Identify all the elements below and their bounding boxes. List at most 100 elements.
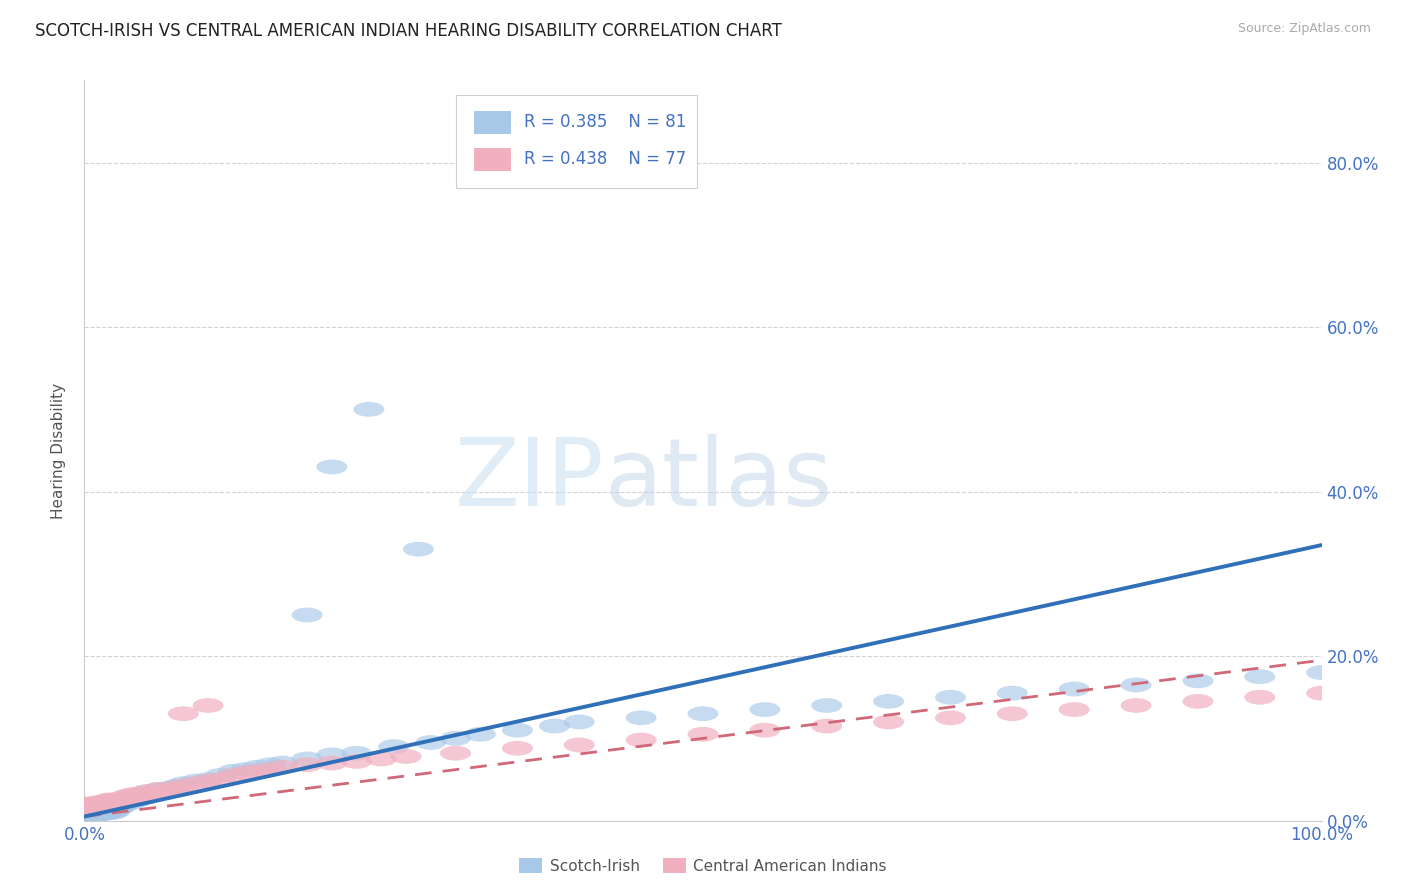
Ellipse shape (353, 402, 384, 417)
Ellipse shape (93, 801, 124, 815)
Ellipse shape (391, 749, 422, 764)
Ellipse shape (97, 797, 128, 812)
Ellipse shape (1182, 673, 1213, 689)
Ellipse shape (84, 805, 115, 820)
Ellipse shape (1306, 686, 1337, 700)
Ellipse shape (538, 719, 569, 733)
Text: Source: ZipAtlas.com: Source: ZipAtlas.com (1237, 22, 1371, 36)
Ellipse shape (291, 607, 322, 623)
Ellipse shape (96, 793, 127, 807)
Ellipse shape (118, 787, 149, 802)
Ellipse shape (80, 806, 111, 822)
Ellipse shape (73, 805, 104, 820)
Ellipse shape (1121, 698, 1152, 713)
Ellipse shape (205, 772, 236, 787)
Ellipse shape (267, 756, 298, 771)
Ellipse shape (115, 795, 146, 810)
Ellipse shape (316, 459, 347, 475)
Ellipse shape (125, 789, 156, 804)
Ellipse shape (94, 797, 125, 812)
Ellipse shape (205, 768, 236, 783)
Ellipse shape (254, 757, 285, 772)
Text: SCOTCH-IRISH VS CENTRAL AMERICAN INDIAN HEARING DISABILITY CORRELATION CHART: SCOTCH-IRISH VS CENTRAL AMERICAN INDIAN … (35, 22, 782, 40)
Ellipse shape (75, 809, 105, 824)
Ellipse shape (73, 797, 104, 812)
Ellipse shape (98, 793, 129, 807)
Ellipse shape (378, 739, 409, 754)
Text: R = 0.438    N = 77: R = 0.438 N = 77 (523, 151, 686, 169)
Ellipse shape (749, 723, 780, 738)
Ellipse shape (935, 710, 966, 725)
Ellipse shape (73, 809, 104, 824)
Ellipse shape (149, 784, 180, 799)
Y-axis label: Hearing Disability: Hearing Disability (51, 383, 66, 518)
Ellipse shape (167, 779, 198, 794)
Ellipse shape (94, 805, 125, 820)
Ellipse shape (108, 790, 139, 805)
Ellipse shape (749, 702, 780, 717)
Ellipse shape (76, 801, 107, 815)
Ellipse shape (131, 784, 162, 799)
Ellipse shape (72, 801, 103, 815)
Ellipse shape (626, 732, 657, 747)
Ellipse shape (72, 809, 103, 824)
Ellipse shape (75, 805, 105, 820)
Ellipse shape (193, 773, 224, 789)
Ellipse shape (291, 752, 322, 766)
Ellipse shape (105, 798, 136, 814)
Ellipse shape (75, 806, 105, 822)
Ellipse shape (72, 798, 103, 814)
Ellipse shape (162, 780, 193, 795)
Ellipse shape (143, 782, 174, 797)
Ellipse shape (149, 784, 180, 799)
Ellipse shape (104, 801, 135, 815)
Ellipse shape (87, 804, 118, 818)
Ellipse shape (76, 798, 107, 814)
Ellipse shape (1121, 678, 1152, 692)
Ellipse shape (502, 723, 533, 738)
Ellipse shape (415, 735, 446, 750)
Ellipse shape (218, 768, 249, 783)
Text: R = 0.385    N = 81: R = 0.385 N = 81 (523, 113, 686, 131)
Ellipse shape (89, 797, 120, 812)
Ellipse shape (77, 805, 108, 820)
Ellipse shape (87, 795, 118, 810)
Ellipse shape (76, 809, 107, 824)
Ellipse shape (75, 801, 105, 815)
Ellipse shape (997, 706, 1028, 721)
Ellipse shape (167, 776, 198, 791)
Ellipse shape (167, 706, 198, 721)
Bar (474, 148, 512, 171)
Ellipse shape (73, 798, 104, 814)
Ellipse shape (84, 797, 115, 812)
Ellipse shape (100, 795, 131, 810)
Ellipse shape (75, 801, 105, 815)
Ellipse shape (122, 789, 153, 804)
Ellipse shape (935, 690, 966, 705)
Ellipse shape (84, 798, 115, 814)
Ellipse shape (118, 789, 149, 804)
Ellipse shape (100, 804, 131, 818)
Ellipse shape (564, 714, 595, 730)
Ellipse shape (366, 752, 396, 766)
Ellipse shape (564, 738, 595, 752)
Ellipse shape (1059, 702, 1090, 717)
Ellipse shape (156, 782, 187, 797)
Ellipse shape (180, 773, 211, 789)
Ellipse shape (128, 790, 159, 805)
Ellipse shape (75, 797, 105, 812)
Ellipse shape (115, 790, 146, 805)
Ellipse shape (440, 746, 471, 761)
Ellipse shape (404, 541, 434, 557)
Ellipse shape (688, 706, 718, 721)
FancyBboxPatch shape (456, 95, 697, 187)
Ellipse shape (72, 806, 103, 822)
Ellipse shape (91, 797, 122, 812)
Ellipse shape (86, 798, 117, 814)
Ellipse shape (254, 763, 285, 777)
Ellipse shape (136, 787, 167, 802)
Ellipse shape (1244, 669, 1275, 684)
Bar (474, 111, 512, 135)
Ellipse shape (79, 809, 110, 824)
Ellipse shape (91, 805, 122, 820)
